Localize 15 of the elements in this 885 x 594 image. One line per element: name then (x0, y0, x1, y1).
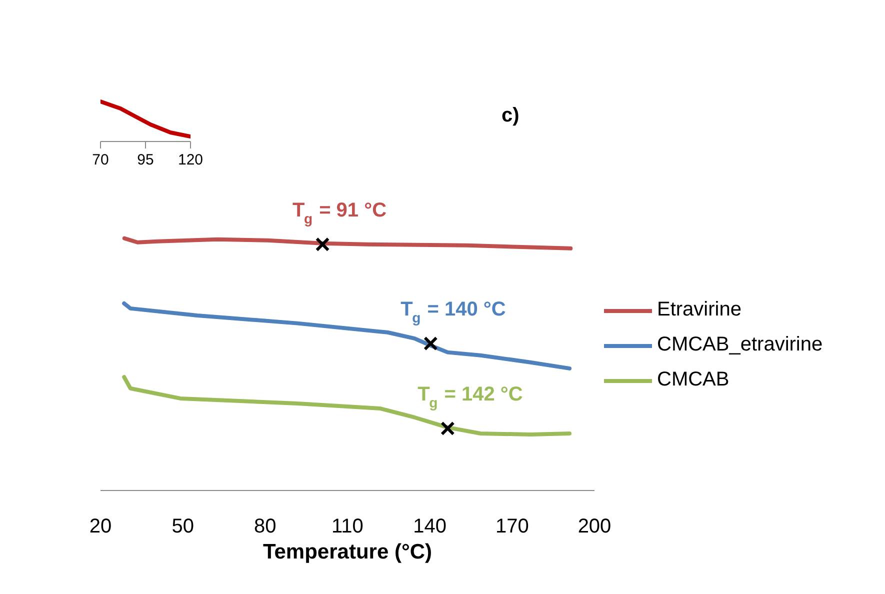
x-tick-label: 170 (495, 516, 529, 538)
x-tick-label: 50 (172, 516, 194, 538)
x-tick-label: 200 (578, 516, 612, 538)
x-tick-label: 70 (92, 152, 109, 168)
chart-title: c) (502, 104, 520, 126)
x-tick-label: 120 (178, 152, 204, 168)
x-axis-title: Temperature (°C) (262, 540, 432, 564)
x-tick-label: 20 (89, 516, 112, 538)
x-tick-label: 110 (332, 516, 364, 538)
x-tick-label: 140 (413, 516, 447, 538)
x-tick-label: 95 (137, 152, 154, 168)
legend-label: CMCAB (657, 368, 730, 392)
x-tick-label: 80 (254, 516, 276, 538)
legend-label: Etravirine (657, 298, 742, 322)
legend-label: CMCAB_etravirine (657, 334, 823, 356)
